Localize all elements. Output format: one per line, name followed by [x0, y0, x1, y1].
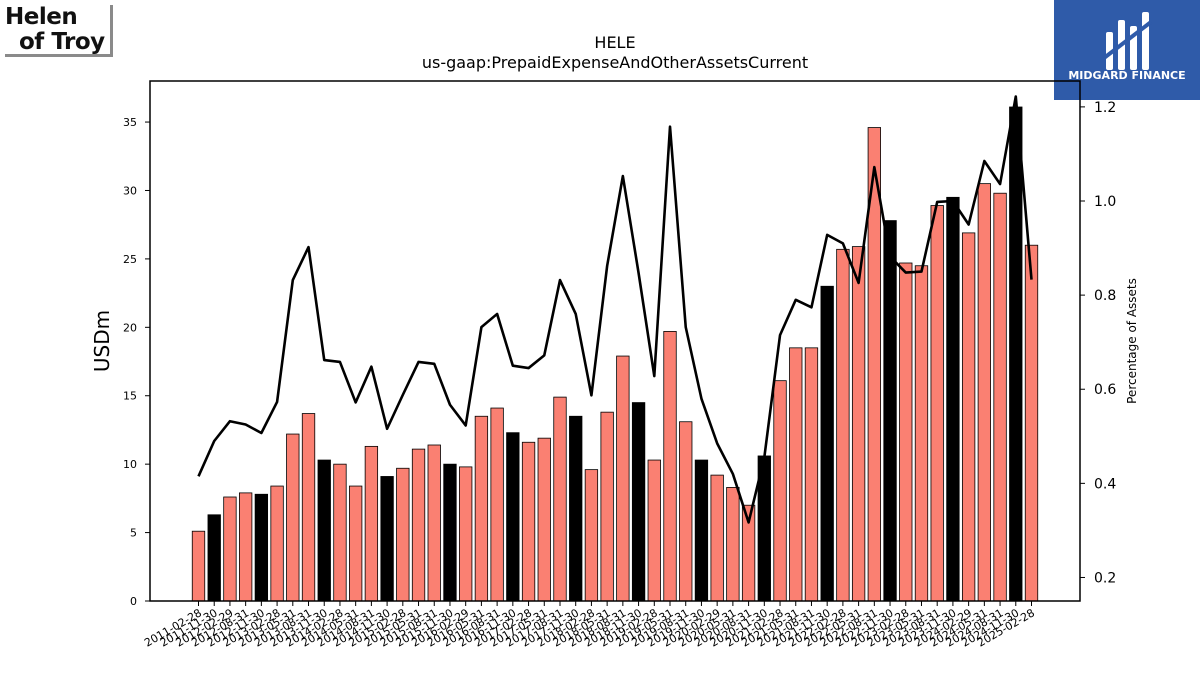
y-tick-label: 20 [123, 321, 137, 334]
bar [899, 262, 913, 602]
bar [836, 248, 850, 602]
y-tick-label: 10 [123, 458, 137, 471]
bar [396, 467, 410, 602]
bar [616, 355, 630, 602]
bar [930, 205, 944, 602]
bar [804, 347, 819, 602]
bar [789, 347, 803, 602]
y-tick-label: 35 [123, 116, 137, 129]
bar-series [191, 106, 1039, 602]
bar [223, 496, 237, 602]
y2-tick-label: 0.8 [1094, 288, 1116, 304]
bar [726, 487, 740, 602]
midgard-mark-icon [1102, 12, 1153, 70]
bar [977, 183, 991, 602]
bar [191, 530, 206, 602]
bar [238, 492, 253, 602]
bar [961, 232, 976, 602]
bar [349, 485, 363, 602]
y2-tick-label: 1.0 [1094, 194, 1116, 210]
brand-name: MIDGARD FINANCE [1068, 69, 1186, 82]
bar [364, 445, 379, 602]
bar [380, 476, 394, 602]
y-tick-label: 30 [123, 184, 137, 197]
y-tick-label: 0 [130, 595, 137, 608]
bar [600, 411, 614, 602]
bar [521, 441, 536, 602]
bar [851, 246, 866, 602]
y-tick-label: 15 [123, 390, 137, 403]
bar [443, 463, 457, 602]
bar [569, 415, 583, 602]
bar [411, 448, 426, 602]
bar [553, 396, 567, 602]
left-axis-ticks: 0 5 10 15 20 25 30 35 [123, 116, 150, 608]
y2-tick-label: 0.2 [1094, 570, 1116, 586]
bar [820, 285, 834, 602]
bar [883, 220, 897, 602]
bar [537, 437, 551, 602]
bar [474, 415, 489, 602]
bar [286, 433, 300, 602]
bar [914, 265, 929, 602]
y-tick-label: 25 [123, 253, 137, 266]
midgard-finance-logo: MIDGARD FINANCE [1054, 0, 1200, 100]
chart-subtitle: us-gaap:PrepaidExpenseAndOtherAssetsCurr… [422, 53, 808, 72]
bar [270, 485, 284, 602]
y2-axis-label: Percentage of Assets [1125, 278, 1139, 404]
bar [333, 463, 347, 602]
bar [1024, 244, 1039, 602]
y2-tick-label: 0.4 [1094, 476, 1116, 492]
bar [317, 459, 331, 602]
bar [459, 466, 473, 602]
bar [679, 421, 693, 602]
y2-tick-label: 0.6 [1094, 382, 1116, 398]
percentage-line [197, 95, 1033, 524]
logo-line-1: Helen [5, 4, 78, 30]
percentage-line-series [197, 95, 1033, 524]
bar [647, 459, 661, 602]
bar [773, 380, 787, 602]
bar [301, 413, 316, 602]
logo-line-2: of Troy [19, 29, 105, 55]
helen-of-troy-logo: Helen of Troy [5, 5, 113, 57]
bar [993, 192, 1007, 602]
bar [663, 331, 677, 602]
bar [710, 474, 724, 602]
bar [490, 407, 504, 602]
bar [427, 444, 441, 602]
bar [631, 402, 646, 602]
bar [207, 514, 221, 602]
y-axis-label: USDm [90, 310, 114, 372]
chart-title: HELE [594, 33, 635, 52]
x-axis-ticks: 2011-02-282011-11-302012-02-292012-08-31… [142, 601, 1037, 650]
right-axis-ticks: 0.2 0.4 0.6 0.8 1.0 1.2 [1080, 100, 1116, 586]
bar [584, 469, 599, 602]
y-tick-label: 5 [130, 527, 137, 540]
bar [1009, 106, 1023, 602]
bar [254, 493, 269, 602]
bar [506, 432, 520, 602]
bar [694, 459, 709, 602]
bar [946, 196, 960, 602]
y2-tick-label: 1.2 [1094, 100, 1116, 116]
plot-frame [149, 80, 1081, 602]
